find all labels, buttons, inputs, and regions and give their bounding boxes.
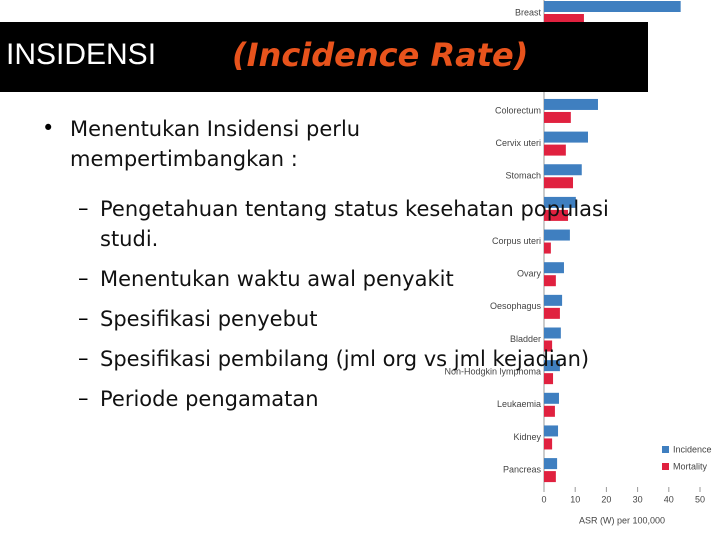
legend-label: Mortality xyxy=(673,461,708,471)
y-tick-label: Leukaemia xyxy=(497,399,541,409)
sub-bullet: Menentukan waktu awal penyakit xyxy=(100,267,454,291)
x-tick-label: 0 xyxy=(541,494,546,504)
bar xyxy=(544,294,563,306)
sub-bullet-dash: – xyxy=(78,346,89,370)
x-tick-label: 10 xyxy=(570,494,580,504)
y-tick-label: Breast xyxy=(515,7,542,17)
bar xyxy=(544,111,571,123)
bar xyxy=(544,144,566,156)
bar xyxy=(544,405,555,417)
bar xyxy=(544,275,556,287)
sub-bullet-dash: – xyxy=(78,386,89,410)
bar xyxy=(544,425,559,437)
slide-title-note: (Incidence Rate) xyxy=(232,36,529,74)
sub-bullet: Pengetahuan tentang status kesehatan pop… xyxy=(100,197,609,251)
y-tick-label: Colorectum xyxy=(495,105,541,115)
bar xyxy=(544,164,582,176)
sub-bullet: Spesifikasi penyebut xyxy=(100,307,318,331)
slide-title: INSIDENSI xyxy=(6,38,157,71)
bar xyxy=(544,196,576,208)
y-tick-label: Oesophagus xyxy=(490,301,542,311)
y-tick-label: Kidney xyxy=(513,432,541,442)
y-tick-label: Stomach xyxy=(505,171,541,181)
y-tick-label: Cervix uteri xyxy=(495,138,541,148)
bar xyxy=(544,229,570,241)
bar xyxy=(544,14,584,25)
sub-bullet-dash: – xyxy=(78,306,89,330)
bar xyxy=(544,131,588,143)
bar xyxy=(544,1,681,12)
x-axis-title: ASR (W) per 100,000 xyxy=(579,515,665,525)
bar xyxy=(544,438,553,450)
title-bar xyxy=(0,22,648,92)
bar xyxy=(544,209,569,221)
y-tick-label: Bladder xyxy=(510,334,541,344)
legend-label: Incidence xyxy=(673,444,712,454)
bar xyxy=(544,242,551,254)
sub-bullet: Periode pengamatan xyxy=(100,387,319,411)
legend-swatch xyxy=(662,446,669,453)
y-tick-label: Pancreas xyxy=(503,464,542,474)
bar xyxy=(544,340,553,352)
y-tick-label: Corpus uteri xyxy=(492,236,541,246)
bar xyxy=(544,327,561,339)
sub-bullet-dash: – xyxy=(78,196,89,220)
x-tick-label: 30 xyxy=(633,494,643,504)
sub-bullet: Spesifikasi pembilang (jml org vs jml ke… xyxy=(100,347,590,371)
bar xyxy=(544,360,560,372)
x-tick-label: 40 xyxy=(664,494,674,504)
bullet-dot: • xyxy=(42,116,55,140)
bar xyxy=(544,262,564,274)
bullet: Menentukan Insidensi perlu mempertimbang… xyxy=(70,117,361,171)
bar xyxy=(544,458,558,470)
bar xyxy=(544,373,554,385)
y-tick-label: Non-Hodgkin lymphoma xyxy=(444,367,541,377)
sub-bullet-dash: – xyxy=(78,266,89,290)
bar xyxy=(544,471,556,483)
bar xyxy=(544,177,574,189)
x-tick-label: 50 xyxy=(695,494,705,504)
bar xyxy=(544,307,560,319)
y-tick-label: Ovary xyxy=(517,269,542,279)
bar xyxy=(544,392,559,404)
x-tick-label: 20 xyxy=(601,494,611,504)
bar xyxy=(544,98,598,110)
legend-swatch xyxy=(662,463,669,470)
